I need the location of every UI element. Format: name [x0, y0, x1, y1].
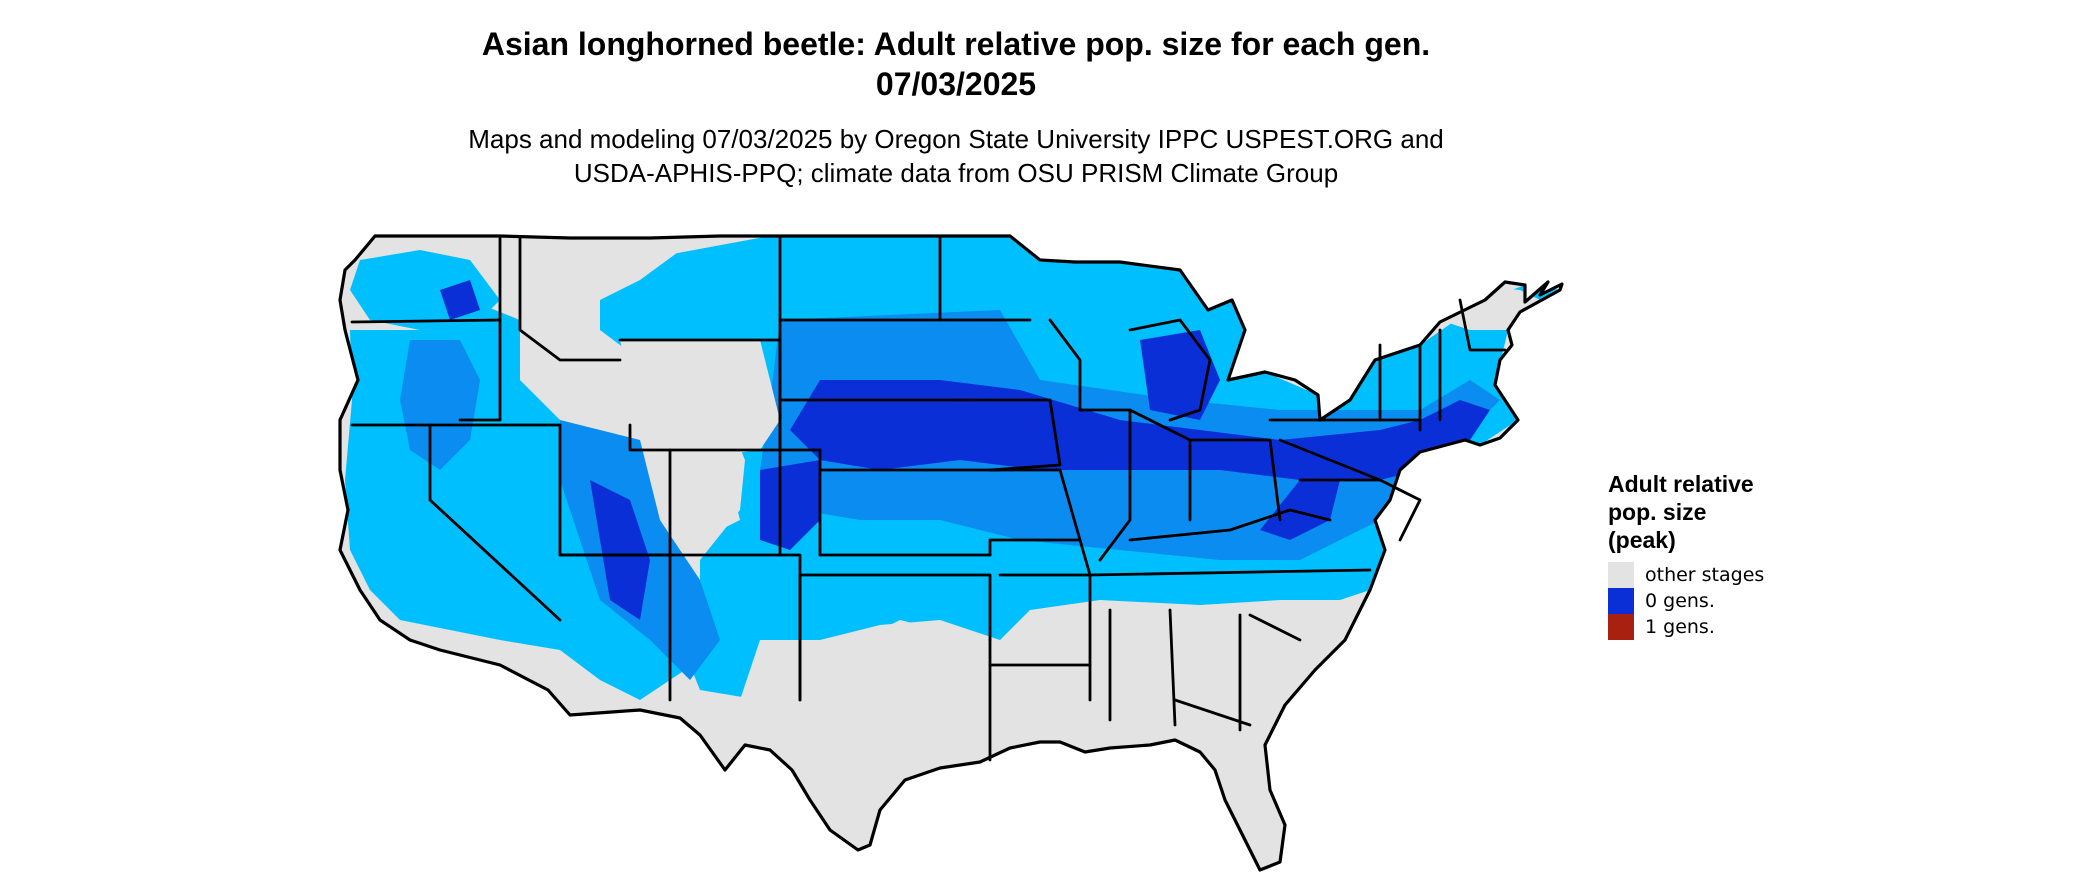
state-border-6 — [350, 423, 562, 557]
state-border-35 — [1248, 613, 1302, 642]
state-border-43 — [1458, 298, 1507, 352]
legend-item-1-gens: 1 gens. — [1608, 614, 1828, 640]
zone-0-gens-dark-5 — [590, 480, 650, 620]
zone-0-gens-dark-2 — [1260, 480, 1340, 540]
state-border-22 — [1048, 318, 1082, 412]
map-date: 07/03/2025 — [875, 66, 1037, 102]
state-border-32 — [1168, 608, 1177, 727]
legend-label-0-gens: 0 gens. — [1645, 590, 1715, 612]
legend-label-other-stages: other stages — [1645, 564, 1765, 586]
legend-swatch-other-stages — [1608, 562, 1634, 588]
zone-0-gens-dark-4 — [760, 460, 820, 550]
zone-other-stages-5 — [540, 660, 640, 715]
zone-0-gens-dark-6 — [440, 280, 480, 320]
zone-other-stages-1 — [500, 236, 700, 330]
state-border-23 — [1078, 408, 1132, 562]
state-border-11 — [668, 448, 822, 557]
zone-other-stages-3 — [670, 430, 740, 540]
state-border-39 — [1278, 438, 1382, 482]
zone-0-gens-mid-3 — [400, 340, 480, 470]
state-border-7 — [428, 423, 562, 622]
state-border-1 — [350, 318, 502, 324]
legend-title: Adult relative pop. size (peak) — [1608, 471, 1754, 553]
zone-other-stages-2 — [620, 340, 780, 460]
state-border-34 — [1173, 698, 1252, 727]
state-border-28 — [1128, 508, 1332, 542]
credits-line-2: USDA-APHIS-PPQ; climate data from OSU PR… — [573, 158, 1339, 188]
legend: Adult relative pop. size (peak) other st… — [1608, 470, 1828, 640]
us-outline — [338, 234, 1564, 872]
legend-swatch-1-gens — [1608, 614, 1634, 640]
credits-line-1: Maps and modeling 07/03/2025 by Oregon S… — [468, 124, 1444, 154]
title-block: Asian longhorned beetle: Adult relative … — [0, 24, 1912, 190]
state-border-25 — [1188, 438, 1282, 522]
legend-item-0-gens: 0 gens. — [1608, 588, 1828, 614]
state-border-4 — [518, 236, 622, 362]
zone-other-stages-4 — [740, 600, 1380, 862]
state-border-17 — [798, 573, 992, 642]
legend-label-1-gens: 1 gens. — [1645, 616, 1715, 638]
state-border-44 — [1378, 478, 1422, 542]
state-border-27 — [1088, 568, 1372, 577]
subtitle-block: Maps and modeling 07/03/2025 by Oregon S… — [0, 122, 1912, 190]
legend-swatch-0-gens — [1608, 588, 1634, 614]
legend-item-other-stages: other stages — [1608, 562, 1828, 588]
legend-items: other stages 0 gens. 1 gens. — [1608, 562, 1828, 640]
state-border-19 — [958, 398, 1062, 472]
zone-0-gens-dark-3 — [1140, 330, 1220, 420]
state-border-26 — [1128, 318, 1212, 422]
map-title: Asian longhorned beetle: Adult relative … — [481, 26, 1431, 62]
